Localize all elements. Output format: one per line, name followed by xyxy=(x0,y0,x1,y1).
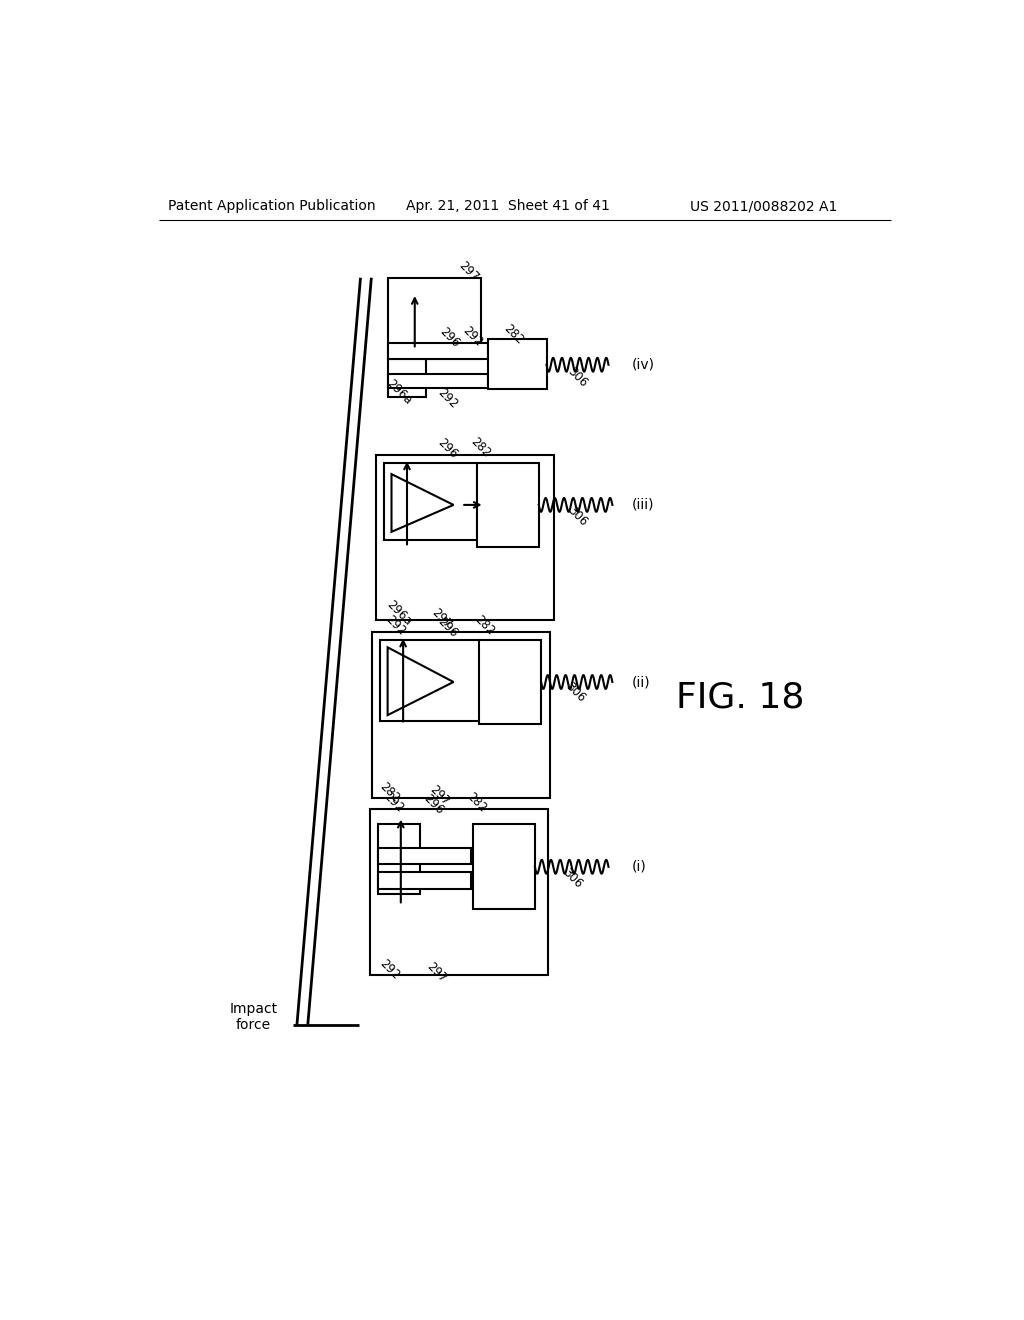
Text: 292: 292 xyxy=(377,957,401,982)
Polygon shape xyxy=(388,647,454,715)
Bar xyxy=(477,462,539,548)
Text: 306: 306 xyxy=(559,866,585,891)
Bar xyxy=(479,640,541,725)
Bar xyxy=(376,455,554,620)
Bar xyxy=(488,339,547,389)
Text: Patent Application Publication: Patent Application Publication xyxy=(168,199,375,213)
Text: 297: 297 xyxy=(424,960,449,985)
Text: 306: 306 xyxy=(563,680,589,705)
Bar xyxy=(378,873,471,890)
Text: 292: 292 xyxy=(435,385,460,412)
Text: 296: 296 xyxy=(421,792,445,817)
Text: FIG. 18: FIG. 18 xyxy=(676,680,805,714)
Text: 282: 282 xyxy=(502,322,526,346)
Text: 296: 296 xyxy=(435,436,460,461)
Text: (iii): (iii) xyxy=(632,498,654,512)
Text: 297: 297 xyxy=(457,259,481,284)
Bar xyxy=(388,343,488,359)
Text: 282: 282 xyxy=(472,614,497,639)
Text: 296a: 296a xyxy=(384,378,415,408)
Text: 306: 306 xyxy=(565,504,590,529)
Text: 297: 297 xyxy=(429,606,455,631)
Polygon shape xyxy=(391,474,454,532)
Text: 296: 296 xyxy=(437,325,462,350)
Bar xyxy=(473,825,535,909)
Bar xyxy=(388,374,488,388)
Text: 297: 297 xyxy=(427,783,453,808)
Text: 292: 292 xyxy=(381,791,407,816)
Bar xyxy=(372,632,550,797)
Text: 282: 282 xyxy=(464,791,489,816)
Bar xyxy=(388,359,426,397)
Text: (ii): (ii) xyxy=(632,675,650,689)
Text: (i): (i) xyxy=(632,859,646,874)
Text: 296: 296 xyxy=(435,615,460,640)
Text: 306: 306 xyxy=(565,366,590,391)
Bar xyxy=(380,640,480,721)
Bar xyxy=(370,809,548,974)
Text: 292: 292 xyxy=(383,614,408,639)
Text: 282: 282 xyxy=(377,780,401,805)
Bar xyxy=(378,847,471,865)
Text: 292: 292 xyxy=(461,323,485,348)
Text: (iv): (iv) xyxy=(632,358,654,372)
Bar xyxy=(378,825,420,894)
Text: US 2011/0088202 A1: US 2011/0088202 A1 xyxy=(690,199,838,213)
Text: 282: 282 xyxy=(468,434,494,459)
Text: 296a: 296a xyxy=(384,598,415,628)
Text: Apr. 21, 2011  Sheet 41 of 41: Apr. 21, 2011 Sheet 41 of 41 xyxy=(406,199,609,213)
Bar xyxy=(384,462,477,540)
Text: Impact
force: Impact force xyxy=(229,1002,278,1032)
Bar xyxy=(388,277,480,359)
